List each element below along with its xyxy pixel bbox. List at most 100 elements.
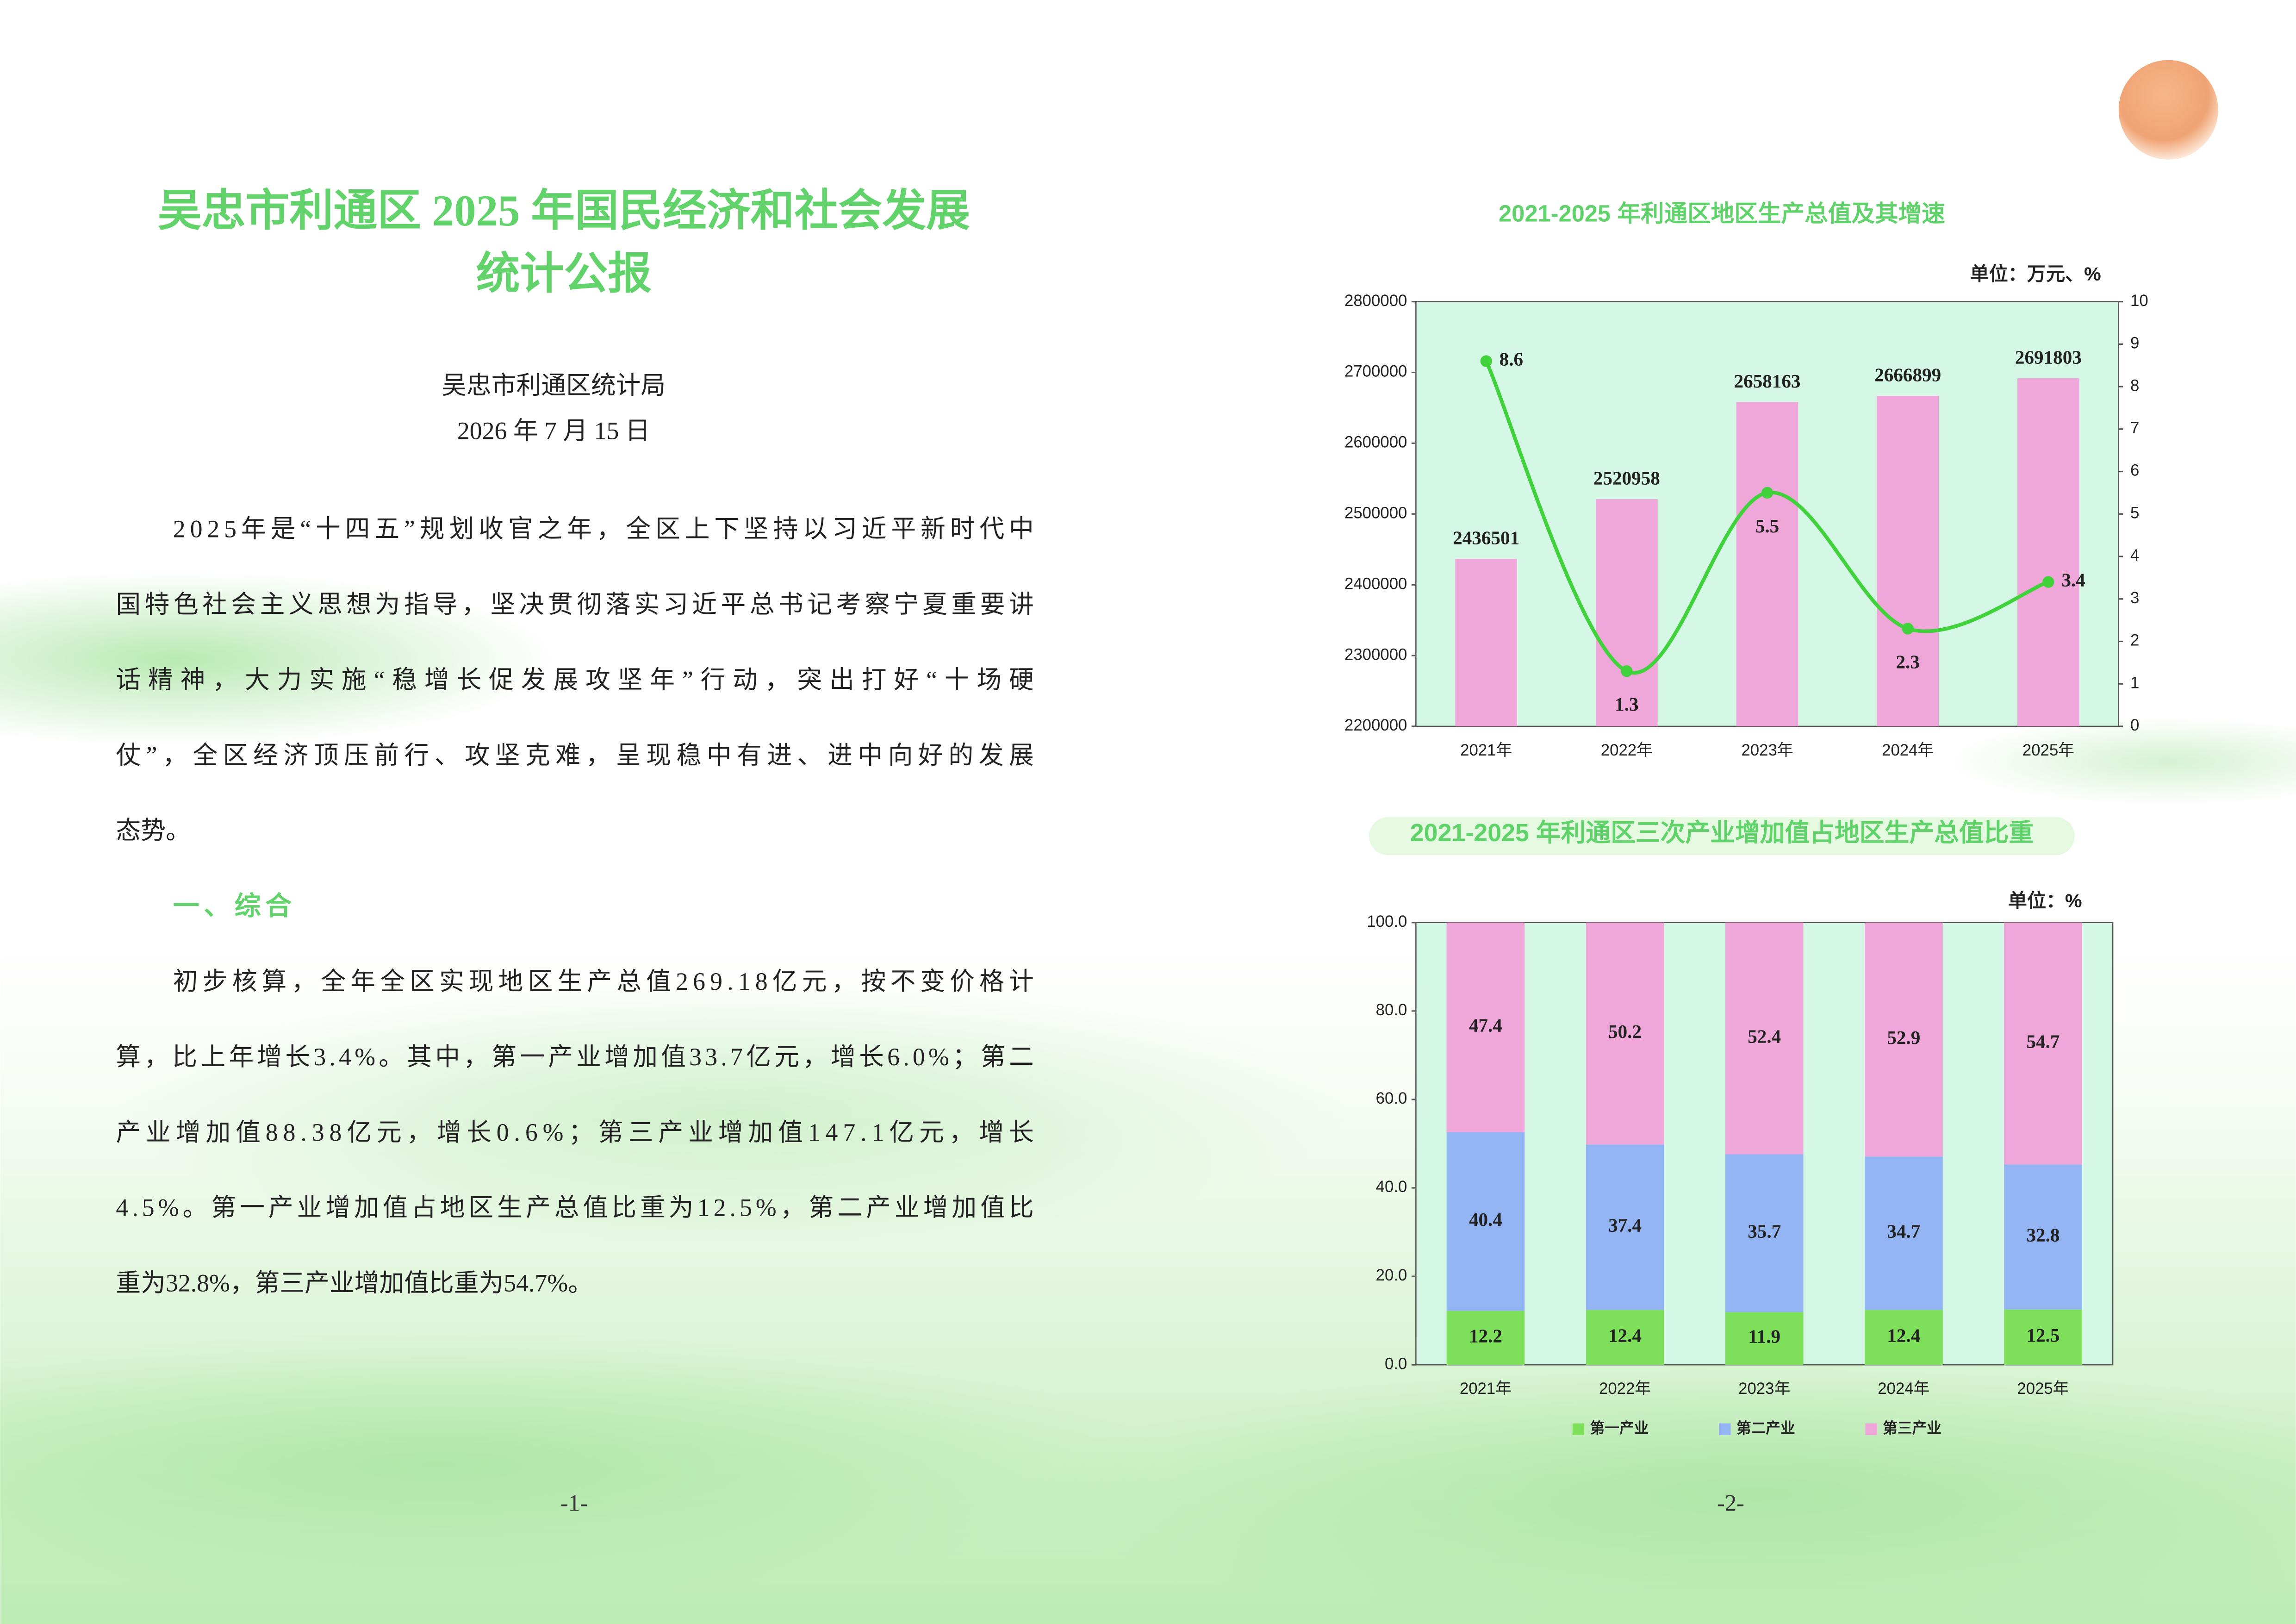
bar-segment: [1865, 922, 1943, 1157]
x-tick-label: 2023年: [1738, 1380, 1790, 1398]
line-point: [1480, 355, 1492, 367]
author: 吴忠市利通区统计局: [442, 372, 666, 400]
y2-tick-label: 5: [2130, 504, 2139, 522]
value-label: 34.7: [1887, 1220, 1920, 1242]
value-label: 2666899: [1874, 364, 1941, 385]
y2-tick-label: 7: [2130, 419, 2139, 437]
value-label: 54.7: [2027, 1031, 2060, 1052]
body-line: 话精神，大力实施“稳增长促发展攻坚年”行动，突出打好“十场硬: [116, 666, 1033, 693]
line-point: [1761, 487, 1773, 499]
body-line: 4.5%。第一产业增加值占地区生产总值比重为12.5%，第二产业增加值比: [116, 1194, 1033, 1222]
y2-tick-label: 8: [2130, 377, 2139, 394]
bar-segment: [1586, 1144, 1664, 1310]
y2-tick-label: 1: [2130, 674, 2139, 692]
legend-label: 第一产业: [1590, 1420, 1649, 1437]
bar: [2017, 378, 2079, 726]
value-label: 12.5: [2027, 1324, 2060, 1346]
body-line: 仗”，全区经济顶压前行、攻坚克难，呈现稳中有进、进中向好的发展: [116, 741, 1033, 769]
value-label: 50.2: [1608, 1021, 1642, 1042]
legend-label: 第二产业: [1736, 1420, 1795, 1437]
value-label: 40.4: [1469, 1209, 1502, 1230]
bar-segment: [1725, 1312, 1804, 1365]
value-label: 35.7: [1748, 1220, 1781, 1242]
value-label: 8.6: [1500, 348, 1523, 369]
x-tick-label: 2024年: [1878, 1380, 1929, 1398]
value-label: 1.3: [1615, 693, 1638, 715]
y2-tick-label: 0: [2130, 717, 2139, 734]
section-heading: 一、综合: [173, 891, 296, 921]
value-label: 2436501: [1453, 527, 1519, 549]
value-label: 12.2: [1469, 1325, 1502, 1346]
x-tick-label: 2024年: [1882, 741, 1934, 759]
value-label: 11.9: [1748, 1326, 1780, 1347]
y2-tick-label: 4: [2130, 547, 2139, 564]
value-label: 32.8: [2027, 1224, 2060, 1245]
unit-label: 单位：%: [2008, 890, 2082, 911]
y2-tick-label: 2: [2130, 632, 2139, 650]
unit-label: 单位：万元、%: [1970, 263, 2101, 285]
bar-segment: [1446, 922, 1525, 1132]
y-tick-label: 2700000: [1344, 363, 1407, 381]
y-tick-label: 2800000: [1344, 292, 1407, 310]
x-tick-label: 2025年: [2022, 741, 2074, 759]
value-label: 5.5: [1755, 515, 1779, 537]
bar-segment: [1865, 1310, 1943, 1365]
bar-segment: [1725, 1154, 1804, 1312]
line: [1484, 360, 2049, 675]
title-line: 吴忠市利通区 2025 年国民经济和社会发展: [158, 186, 970, 235]
chart: 2021-2025 年利通区地区生产总值及其增速单位：万元、%220000023…: [1344, 200, 2148, 759]
y-tick-label: 60.0: [1376, 1090, 1407, 1107]
y-tick-label: 40.0: [1376, 1178, 1407, 1196]
line-point: [2042, 576, 2054, 588]
y-tick-label: 0.0: [1385, 1355, 1407, 1373]
bar-segment: [2004, 1164, 2082, 1310]
y-tick-label: 2400000: [1344, 575, 1407, 593]
y-tick-label: 100.0: [1367, 913, 1407, 931]
y-tick-label: 2600000: [1344, 434, 1407, 451]
y-tick-label: 80.0: [1376, 1001, 1407, 1019]
body-line: 2025年是“十四五”规划收官之年，全区上下坚持以习近平新时代中: [173, 515, 1034, 543]
legend-swatch: [1719, 1423, 1731, 1435]
y-tick-label: 2300000: [1344, 646, 1407, 663]
x-tick-label: 2021年: [1460, 1380, 1512, 1398]
bar-segment: [1865, 1156, 1943, 1310]
bar-segment: [2004, 922, 2082, 1165]
body-line: 初步核算，全年全区实现地区生产总值269.18亿元，按不变价格计: [173, 968, 1034, 995]
title-line: 统计公报: [476, 249, 652, 298]
x-tick-label: 2021年: [1460, 741, 1512, 759]
value-label: 2658163: [1734, 370, 1801, 392]
chart-title: 2021-2025 年利通区三次产业增加值占地区生产总值比重: [1410, 819, 2034, 847]
x-tick-label: 2025年: [2017, 1380, 2069, 1398]
bar: [1877, 396, 1939, 726]
bar: [1455, 559, 1518, 726]
body-line: 产业增加值88.38亿元，增长0.6%；第三产业增加值147.1亿元，增长: [116, 1118, 1033, 1146]
title-band: [1369, 817, 2075, 856]
y2-tick-label: 10: [2130, 292, 2148, 310]
value-label: 52.9: [1887, 1027, 1920, 1048]
y2-tick-label: 9: [2130, 335, 2139, 352]
value-label: 37.4: [1608, 1214, 1642, 1236]
value-label: 47.4: [1469, 1015, 1502, 1036]
value-label: 2.3: [1896, 651, 1920, 672]
y-tick-label: 2200000: [1344, 717, 1407, 734]
line-point: [1902, 623, 1914, 635]
bar-segment: [1586, 1310, 1664, 1365]
bar: [1596, 499, 1658, 726]
value-label: 3.4: [2061, 569, 2085, 590]
value-label: 2691803: [2015, 346, 2082, 368]
page-number: -1-: [560, 1490, 588, 1516]
body-line: 态势。: [116, 817, 190, 844]
x-tick-label: 2023年: [1741, 741, 1793, 759]
value-label: 52.4: [1748, 1026, 1781, 1047]
y2-tick-label: 6: [2130, 462, 2139, 480]
chart-title: 2021-2025 年利通区地区生产总值及其增速: [1499, 200, 1945, 226]
bar: [1736, 402, 1798, 726]
value-label: 12.4: [1887, 1324, 1920, 1346]
x-tick-label: 2022年: [1601, 741, 1653, 759]
y-tick-label: 20.0: [1376, 1267, 1407, 1284]
bar-segment: [1446, 1132, 1525, 1311]
